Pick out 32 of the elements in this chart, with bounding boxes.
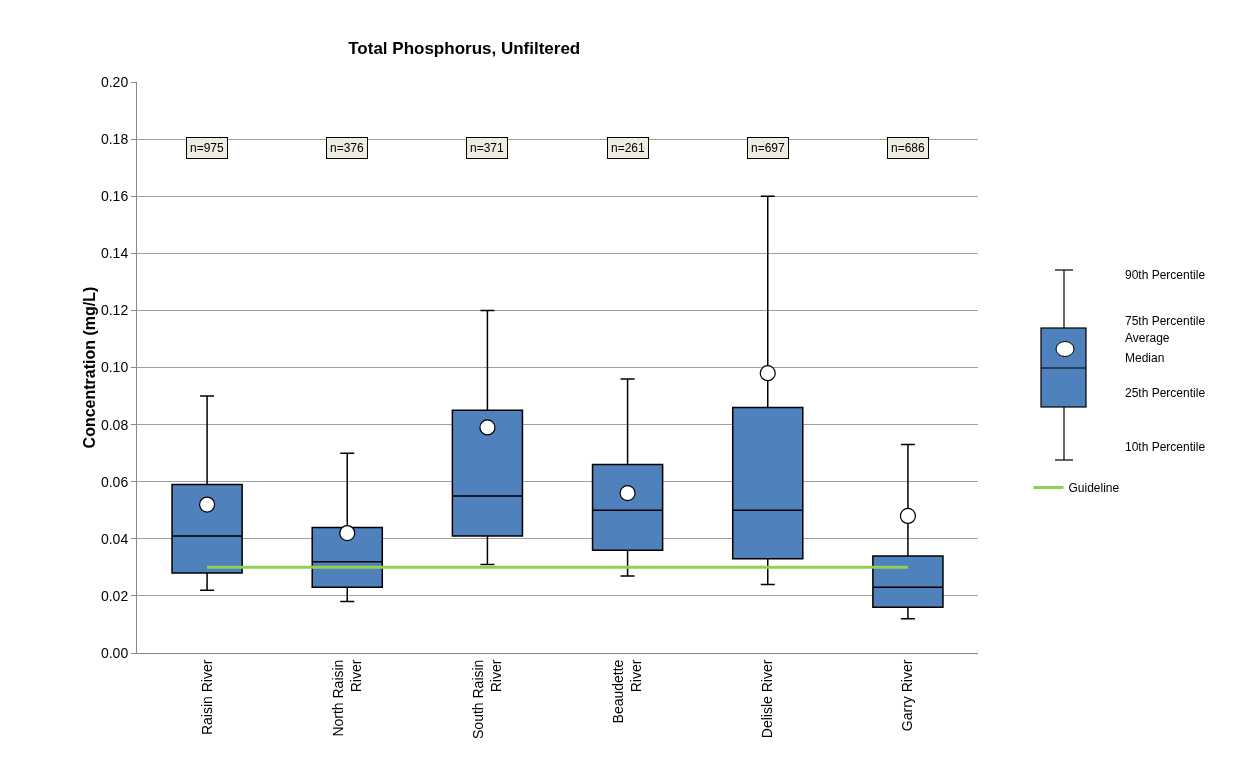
x-tick-label: Delisle River <box>759 659 776 739</box>
text: Average <box>1125 331 1170 345</box>
y-tick-label: 0.06 <box>100 473 129 490</box>
text: Median <box>1125 351 1165 365</box>
annotation: n=697 <box>751 141 786 155</box>
y-tick-label: 0.02 <box>100 587 129 604</box>
x-tick-label: Raisin River <box>198 659 215 736</box>
y-tick-label: 0.12 <box>100 302 129 319</box>
x-tick-label: North Raisin River <box>329 659 364 737</box>
y-tick-label: 0.10 <box>100 359 129 376</box>
y-tick-label: 0.00 <box>100 644 129 661</box>
y-tick-label: 0.08 <box>100 416 129 433</box>
text: 75th Percentile <box>1125 314 1206 328</box>
text: 10th Percentile <box>1125 440 1206 454</box>
annotation: n=376 <box>330 141 365 155</box>
x-tick-label: Garry River <box>899 659 916 732</box>
y-tick-label: 0.20 <box>100 73 129 90</box>
y-tick-label: 0.04 <box>100 530 129 547</box>
annotation: n=371 <box>470 141 505 155</box>
y-tick-label: 0.18 <box>100 131 129 147</box>
text: 90th Percentile <box>1125 268 1206 282</box>
chart-title: Total Phosphorus, Unfiltered <box>348 39 581 59</box>
legend-label: Guideline <box>1068 481 1120 496</box>
annotation: n=975 <box>190 141 225 155</box>
y-tick-label: 0.14 <box>100 245 129 262</box>
x-tick-label: Beaudette River <box>610 659 645 724</box>
y-axis-title: Concentration (mg/L) <box>81 286 98 449</box>
y-tick-label: 0.16 <box>100 188 129 205</box>
annotation: n=686 <box>891 141 926 155</box>
x-tick-label: South Raisin River <box>469 659 505 739</box>
annotation: n=261 <box>611 141 646 155</box>
text: 25th Percentile <box>1125 386 1206 400</box>
